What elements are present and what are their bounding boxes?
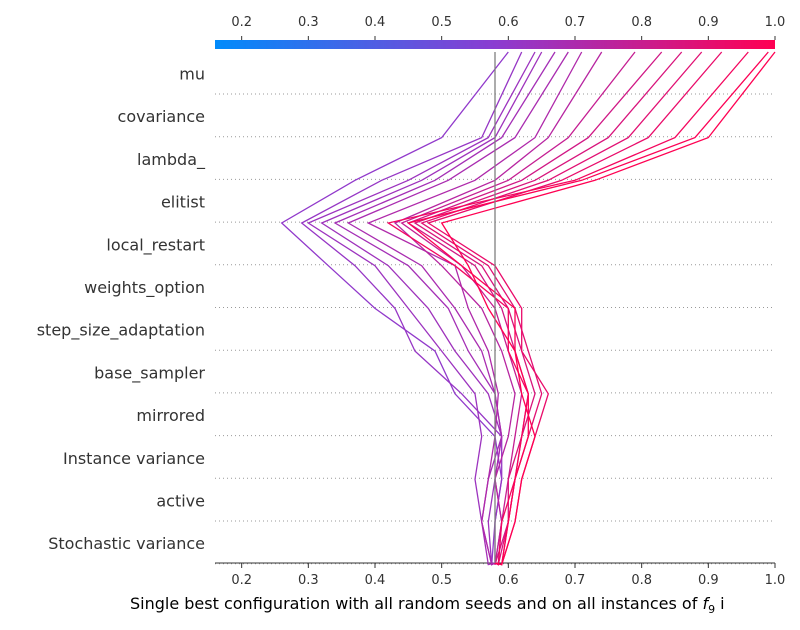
colorbar-tick-label: 1.0 <box>765 15 786 30</box>
colorbar-tick-label: 0.4 <box>365 15 386 30</box>
feature-label: lambda_ <box>137 150 206 170</box>
feature-label: local_restart <box>106 235 205 255</box>
colorbar-tick-label: 0.8 <box>631 15 652 30</box>
axes: 0.2 0.3 0.4 0.5 0.6 0.7 0.8 0.9 1.0 <box>215 562 786 588</box>
decision-line <box>346 51 569 565</box>
x-tick-label: 1.0 <box>765 573 786 588</box>
colorbar-tick-label: 0.2 <box>231 15 252 30</box>
feature-labels: mu covariance lambda_elitist local_restartw… <box>37 65 206 554</box>
x-tick-label: 0.4 <box>365 573 386 588</box>
x-tick-label: 0.5 <box>431 573 452 588</box>
decision-lines <box>280 51 776 566</box>
x-axis-label: Single best configuration with all rando… <box>130 594 725 616</box>
feature-label: weights_option <box>84 278 205 298</box>
x-tick-label: 0.2 <box>231 573 252 588</box>
feature-label: covariance <box>118 107 205 126</box>
colorbar-tick-label: 0.9 <box>698 15 719 30</box>
x-axis-label-main: Single best configuration with all rando… <box>130 594 702 613</box>
colorbar: 0.2 0.3 0.4 0.5 0.6 0.7 0.8 0.9 1.0 <box>215 15 785 49</box>
colorbar-tick-label: 0.5 <box>431 15 452 30</box>
feature-label: base_sampler <box>94 363 205 383</box>
colorbar-gradient <box>215 40 775 49</box>
decision-line <box>320 51 543 566</box>
x-axis-label-sub: 9 <box>708 603 715 616</box>
decision-line <box>366 51 583 566</box>
feature-label: elitist <box>161 193 205 212</box>
x-tick-label: 0.3 <box>298 573 319 588</box>
x-tick-label: 0.8 <box>631 573 652 588</box>
x-axis-label-math: f <box>702 594 710 613</box>
decision-line <box>393 51 603 566</box>
x-axis-label-tail: i <box>715 594 725 613</box>
feature-label: Instance variance <box>63 449 205 468</box>
feature-label: Stochastic variance <box>48 534 205 553</box>
decision-line <box>440 51 776 566</box>
feature-label: mirrored <box>136 406 205 425</box>
colorbar-tick-label: 0.7 <box>565 15 586 30</box>
x-tick-label: 0.7 <box>565 573 586 588</box>
feature-label: step_size_adaptation <box>37 321 205 341</box>
decision-line <box>400 51 636 565</box>
feature-label: active <box>156 492 205 511</box>
decision-line <box>386 51 749 566</box>
colorbar-tick-label: 0.6 <box>498 15 519 30</box>
x-tick-label: 0.9 <box>698 573 719 588</box>
colorbar-tick-label: 0.3 <box>298 15 319 30</box>
decision-line <box>420 51 703 566</box>
x-tick-label: 0.6 <box>498 573 519 588</box>
decision-line <box>406 51 663 565</box>
feature-label: mu <box>179 65 205 84</box>
